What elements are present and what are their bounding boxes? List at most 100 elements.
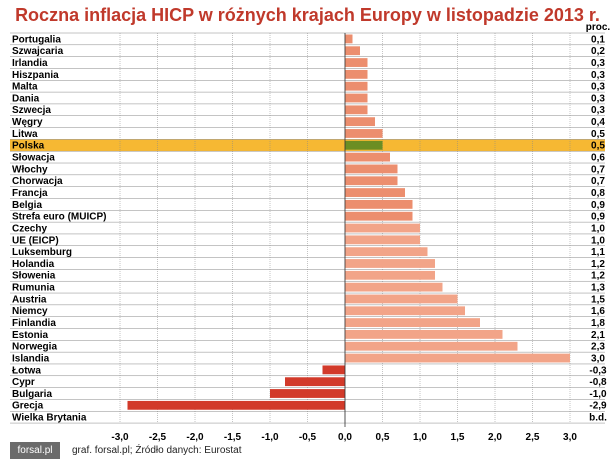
x-tick-label: -0,5 xyxy=(299,432,317,443)
bar xyxy=(345,140,383,150)
bar xyxy=(345,176,398,186)
bar xyxy=(345,58,368,67)
category-label: Hiszpania xyxy=(12,70,59,81)
bar xyxy=(345,223,420,233)
bar xyxy=(322,365,345,375)
x-tick-label: 2,0 xyxy=(488,432,502,443)
category-label: Łotwa xyxy=(12,365,41,376)
bar xyxy=(345,93,368,103)
value-label: 2,1 xyxy=(591,330,605,341)
source-credit: graf. forsal.pl; Źródło danych: Eurostat xyxy=(72,445,242,456)
bar xyxy=(345,282,443,292)
value-label: 0,3 xyxy=(591,58,605,69)
bar xyxy=(127,400,345,410)
value-label: 1,2 xyxy=(591,259,605,270)
value-label: -0,8 xyxy=(589,377,607,388)
bar xyxy=(345,330,503,339)
value-label: 1,6 xyxy=(591,306,605,317)
category-label: Litwa xyxy=(12,129,38,140)
bar xyxy=(285,377,345,387)
bar xyxy=(345,211,413,221)
x-tick-label: -1,5 xyxy=(224,432,242,443)
category-label: Bulgaria xyxy=(12,389,52,400)
bar xyxy=(345,69,368,79)
value-label: -1,0 xyxy=(589,389,607,400)
x-tick-label: 0,5 xyxy=(376,432,390,443)
bar xyxy=(345,270,435,280)
category-label: Węgry xyxy=(12,117,43,128)
category-label: Szwajcaria xyxy=(12,46,64,57)
value-label: 0,9 xyxy=(591,200,605,211)
category-label: Rumunia xyxy=(12,283,55,294)
bar xyxy=(270,389,345,398)
category-label: Włochy xyxy=(12,164,48,175)
value-label: 0,7 xyxy=(591,176,605,187)
value-label: 1,0 xyxy=(591,223,605,234)
value-label: 0,4 xyxy=(591,117,605,128)
category-label: Polska xyxy=(12,141,45,152)
value-label: 0,5 xyxy=(591,129,605,140)
category-label: Wielka Brytania xyxy=(12,413,87,424)
category-label: Finlandia xyxy=(12,318,56,329)
category-label: Holandia xyxy=(12,259,55,270)
category-label: Estonia xyxy=(12,330,49,341)
bar xyxy=(345,199,413,209)
category-label: Irlandia xyxy=(12,58,48,69)
category-label: Dania xyxy=(12,93,40,104)
value-label: b.d. xyxy=(589,413,607,424)
value-label: 0,7 xyxy=(591,164,605,175)
category-label: Niemcy xyxy=(12,306,48,317)
value-label: -0,3 xyxy=(589,365,607,376)
value-label: 0,3 xyxy=(591,105,605,116)
value-label: -2,9 xyxy=(589,401,607,412)
bar xyxy=(345,46,360,56)
x-tick-label: 0,0 xyxy=(338,432,352,443)
category-label: Luksemburg xyxy=(12,247,72,258)
value-label: 0,9 xyxy=(591,212,605,223)
x-tick-label: -2,5 xyxy=(149,432,167,443)
page-title: Roczna inflacja HICP w różnych krajach E… xyxy=(15,5,600,25)
bar xyxy=(345,129,383,138)
category-label: Słowenia xyxy=(12,271,56,282)
category-label: Francja xyxy=(12,188,48,199)
category-label: Austria xyxy=(12,294,47,305)
bar xyxy=(345,81,368,91)
value-label: 1,1 xyxy=(591,247,605,258)
value-label: 0,3 xyxy=(591,70,605,81)
value-label: 0,1 xyxy=(591,34,605,45)
x-tick-label: 2,5 xyxy=(526,432,540,443)
value-label: 1,5 xyxy=(591,294,605,305)
x-tick-label: -1,0 xyxy=(261,432,279,443)
value-label: 0,3 xyxy=(591,93,605,104)
bar xyxy=(345,235,420,245)
x-tick-label: -2,0 xyxy=(186,432,204,443)
x-tick-label: 1,5 xyxy=(451,432,465,443)
category-label: Norwegia xyxy=(12,342,57,353)
value-label: 1,3 xyxy=(591,283,605,294)
category-label: Czechy xyxy=(12,223,47,234)
bar xyxy=(345,117,375,127)
value-label: 1,8 xyxy=(591,318,605,329)
category-label: Słowacja xyxy=(12,153,55,164)
bar xyxy=(345,259,435,268)
category-label: Islandia xyxy=(12,353,50,364)
unit-label: proc. xyxy=(586,22,611,33)
category-label: Portugalia xyxy=(12,34,61,45)
value-label: 2,3 xyxy=(591,342,605,353)
bar xyxy=(345,34,353,44)
bar xyxy=(345,247,428,257)
category-label: UE (EICP) xyxy=(12,235,59,246)
value-label: 3,0 xyxy=(591,353,605,364)
x-tick-label: 1,0 xyxy=(413,432,427,443)
bar xyxy=(345,341,518,351)
bar xyxy=(345,294,458,304)
bar xyxy=(345,152,390,162)
value-label: 0,3 xyxy=(591,82,605,93)
category-label: Chorwacja xyxy=(12,176,63,187)
value-label: 1,2 xyxy=(591,271,605,282)
value-label: 1,0 xyxy=(591,235,605,246)
category-label: Grecja xyxy=(12,401,44,412)
bar xyxy=(345,318,480,327)
x-tick-label: -3,0 xyxy=(111,432,129,443)
